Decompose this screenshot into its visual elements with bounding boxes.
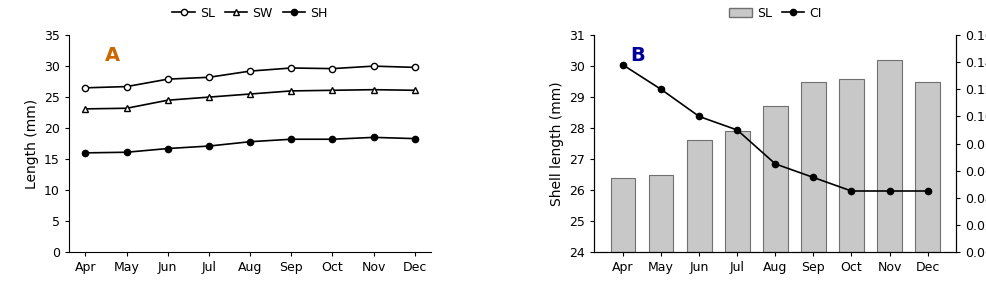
SL	[326, 67, 338, 70]
SW	[203, 95, 215, 99]
Bar	[725, 131, 749, 252]
SH	[80, 151, 92, 155]
CI	[769, 162, 781, 166]
SL	[162, 77, 174, 81]
SW	[368, 88, 380, 91]
Y-axis label: Length (mm): Length (mm)	[25, 98, 38, 189]
CI	[808, 176, 819, 179]
SL	[409, 66, 421, 69]
Y-axis label: Shell length (mm): Shell length (mm)	[550, 81, 564, 206]
SW	[285, 89, 297, 93]
SL	[203, 76, 215, 79]
SW	[326, 88, 338, 92]
CI	[693, 115, 705, 118]
Text: B: B	[630, 46, 645, 65]
SH	[285, 137, 297, 141]
Bar	[839, 79, 864, 252]
Legend: SL, SW, SH: SL, SW, SH	[168, 1, 332, 25]
Bar	[687, 140, 712, 252]
SH	[120, 151, 132, 154]
SH	[203, 144, 215, 148]
Bar	[610, 178, 635, 252]
SH	[245, 140, 256, 144]
Text: A: A	[106, 46, 120, 65]
Bar	[878, 60, 902, 252]
SW	[162, 98, 174, 102]
Bar	[763, 106, 788, 252]
SL	[245, 69, 256, 73]
Line: SW: SW	[83, 86, 418, 112]
CI	[617, 63, 629, 67]
Legend: SL, CI: SL, CI	[724, 1, 826, 25]
SL	[368, 64, 380, 68]
Line: SL: SL	[83, 63, 418, 91]
SW	[80, 107, 92, 111]
SL	[80, 86, 92, 90]
CI	[883, 189, 895, 193]
SL	[120, 85, 132, 88]
SL	[285, 66, 297, 70]
Bar	[915, 82, 940, 252]
CI	[732, 128, 743, 132]
SH	[326, 137, 338, 141]
CI	[846, 189, 858, 193]
CI	[656, 88, 668, 91]
SW	[120, 106, 132, 110]
Bar	[649, 175, 673, 252]
CI	[922, 189, 934, 193]
Bar	[801, 82, 825, 252]
Line: CI: CI	[620, 62, 931, 194]
SW	[245, 92, 256, 96]
SH	[409, 137, 421, 140]
Line: SH: SH	[83, 134, 418, 156]
SW	[409, 88, 421, 92]
SH	[368, 136, 380, 139]
SH	[162, 147, 174, 150]
